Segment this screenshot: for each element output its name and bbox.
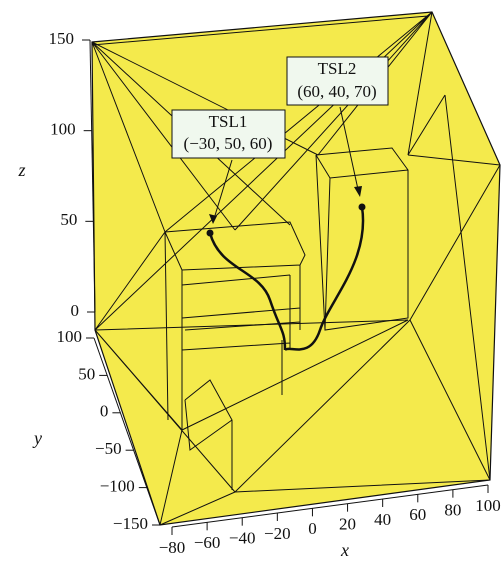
x-tick-label: 40 [374,510,391,529]
y-tick-label: −150 [113,514,148,533]
y-tick-label: −50 [95,439,122,458]
y-tick-label: −100 [100,477,135,496]
z-axis-label: z [17,160,25,180]
x-tick-label: −80 [159,538,186,557]
z-tick-label: 150 [49,29,75,48]
x-tick-label: 0 [308,519,317,538]
annotation-coords: (−30, 50, 60) [184,134,273,153]
x-tick-label: 60 [409,505,426,524]
annotation-label: TSL1 [209,112,248,131]
x-tick-label: −40 [229,529,256,548]
tsl2-point [359,204,366,211]
z-tick-label: 100 [50,120,76,139]
y-tick-label: 50 [78,364,95,383]
x-tick-label: 100 [475,496,501,515]
annotation-coords: (60, 40, 70) [297,82,376,101]
tsl1-point [207,230,214,237]
z-tick-label: 0 [71,301,80,320]
x-tick-label: 80 [444,501,461,520]
y-tick-label: 0 [100,402,109,421]
x-tick-label: 20 [339,515,356,534]
y-axis-label: y [32,428,42,448]
x-tick-label: −60 [194,533,221,552]
annotation-label: TSL2 [318,59,357,78]
y-tick-label: 100 [57,327,83,346]
x-axis-label: x [340,540,349,560]
x-tick-label: −20 [264,524,291,543]
z-tick-label: 50 [60,210,77,229]
chart: TSL1 (−30, 50, 60) TSL2 (60, 40, 70) z y… [0,0,501,565]
